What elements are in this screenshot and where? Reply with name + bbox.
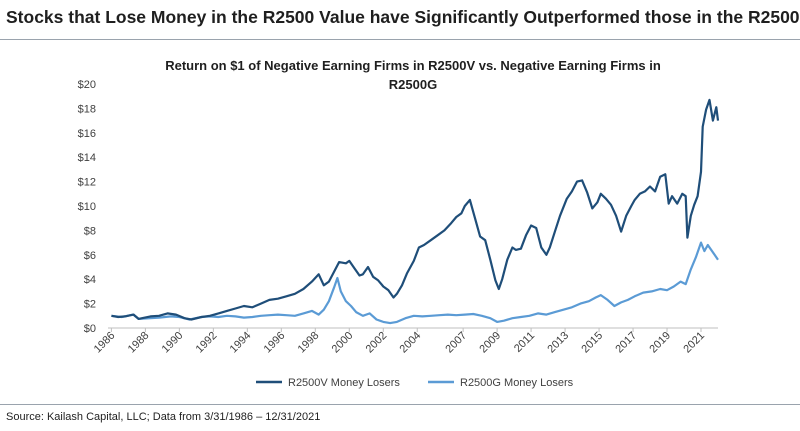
y-tick-label: $10 (78, 201, 96, 213)
y-tick-label: $6 (84, 250, 96, 262)
y-tick-label: $14 (78, 152, 96, 164)
source-note: Source: Kailash Capital, LLC; Data from … (6, 411, 321, 423)
x-tick-label: 1990 (160, 330, 186, 356)
top-rule (0, 39, 800, 40)
x-tick-label: 2000 (330, 330, 356, 356)
y-tick-label: $2 (84, 299, 96, 311)
series-lines (111, 98, 720, 325)
chart: Return on $1 of Negative Earning Firms i… (78, 58, 720, 389)
x-tick-label: 2002 (364, 330, 390, 356)
x-tick-label: 1996 (262, 330, 288, 356)
x-tick-label: 1998 (296, 330, 322, 356)
legend-label-r2500v: R2500V Money Losers (288, 377, 400, 389)
chart-title-line2: R2500G (389, 77, 437, 92)
x-tick-label: 2019 (647, 330, 673, 356)
x-tick-label: 2009 (477, 330, 503, 356)
y-tick-label: $8 (84, 225, 96, 237)
x-tick-label: 1994 (228, 330, 254, 356)
x-tick-label: 2015 (579, 330, 605, 356)
series-line-r2500v (111, 98, 720, 321)
y-tick-label: $18 (78, 103, 96, 115)
y-axis: $0 $2 $4 $6 $8 $10 $12 $14 $16 $18 $20 (78, 79, 96, 335)
x-tick-label: 2017 (613, 330, 639, 356)
legend-label-r2500g: R2500G Money Losers (460, 377, 574, 389)
series-line-r2500g (111, 241, 719, 325)
x-tick-label: 1988 (126, 330, 152, 356)
bottom-rule (0, 404, 800, 405)
y-tick-label: $16 (78, 128, 96, 140)
x-tick-label: 2021 (681, 330, 707, 356)
y-tick-label: $4 (84, 274, 96, 286)
x-tick-label: 2011 (512, 330, 537, 355)
headline: Stocks that Lose Money in the R2500 Valu… (6, 7, 800, 27)
x-tick-label: 2007 (443, 330, 469, 356)
x-tick-label: 2004 (398, 330, 424, 356)
y-tick-label: $20 (78, 79, 96, 91)
chart-title-line1: Return on $1 of Negative Earning Firms i… (165, 58, 661, 73)
legend: R2500V Money Losers R2500G Money Losers (256, 377, 574, 389)
x-tick-label: 2013 (545, 330, 571, 356)
x-tick-label: 1992 (194, 330, 220, 356)
y-tick-label: $12 (78, 177, 96, 189)
y-tick-label: $0 (84, 323, 96, 335)
x-axis: 1986 1988 1990 1992 1994 1996 1998 2000 2002 2004… (92, 328, 707, 355)
